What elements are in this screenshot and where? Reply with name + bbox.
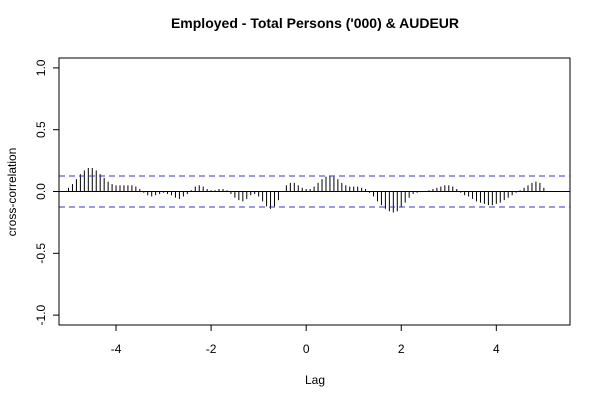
y-axis: -1.0 -0.5 0.0 0.5 1.0: [34, 59, 60, 325]
x-tick-label: 0: [303, 342, 310, 356]
y-axis-label: cross-correlation: [5, 148, 19, 237]
y-tick-label: 0.0: [34, 183, 48, 200]
y-tick-label: -1.0: [34, 304, 48, 325]
x-tick-label: 4: [493, 342, 500, 356]
y-tick-label: 0.5: [34, 121, 48, 138]
x-tick-label: 2: [398, 342, 405, 356]
y-tick-label: -0.5: [34, 243, 48, 264]
chart-title: Employed - Total Persons ('000) & AUDEUR: [171, 15, 459, 31]
x-tick-label: -2: [206, 342, 217, 356]
y-tick-label: 1.0: [34, 59, 48, 76]
x-tick-label: -4: [111, 342, 122, 356]
ccf-bars: [68, 168, 545, 213]
x-axis-label: Lag: [305, 373, 325, 387]
x-axis: -4 -2 0 2 4: [111, 324, 500, 356]
